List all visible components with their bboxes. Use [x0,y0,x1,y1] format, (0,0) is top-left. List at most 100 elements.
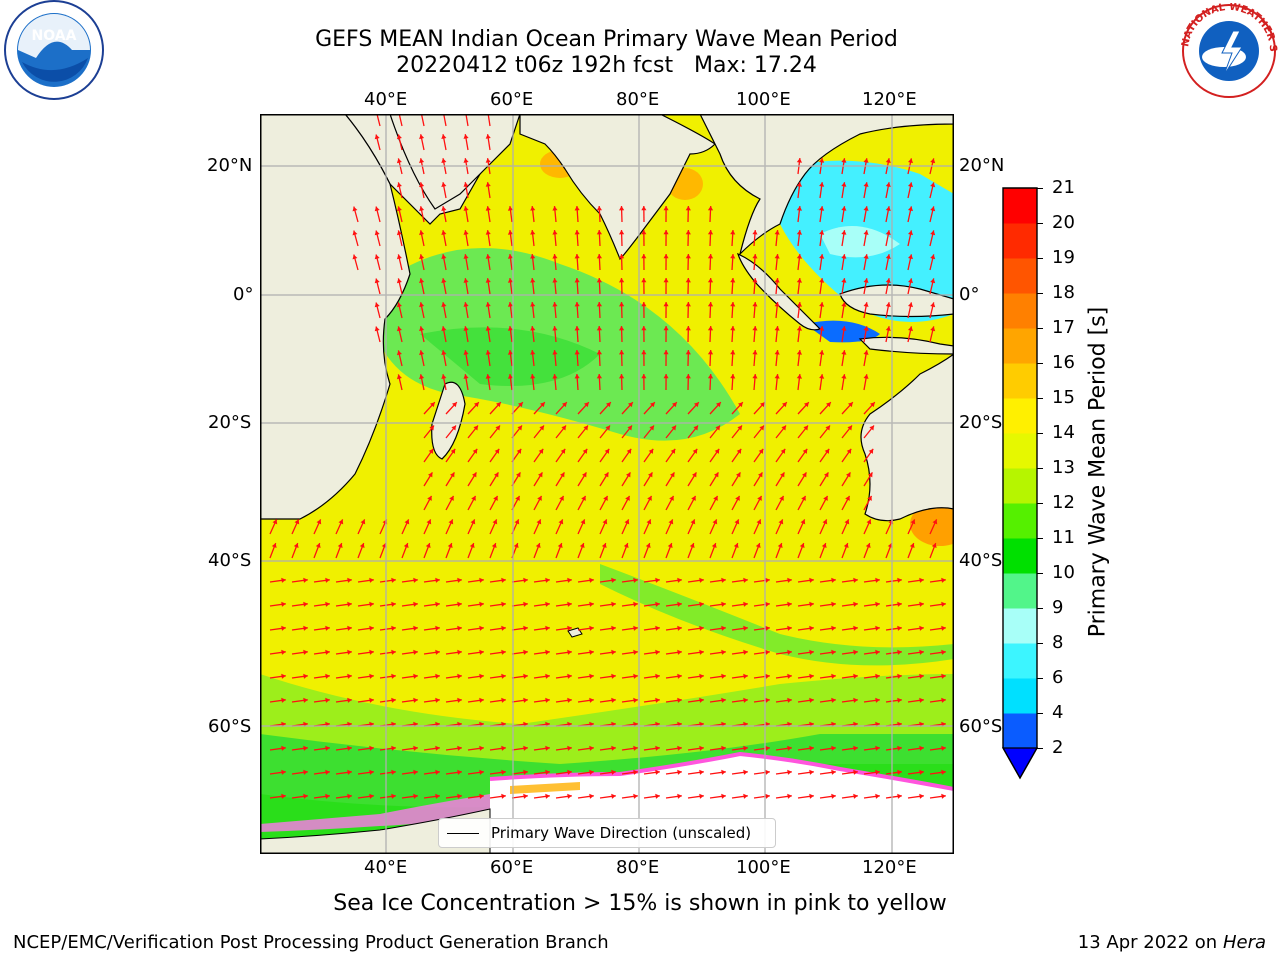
wave-arrow-head [435,649,440,655]
wave-arrow-head [824,472,829,478]
wave-arrow-head [730,302,736,307]
wave-arrow-head [419,158,425,164]
wave-arrow-head [715,425,720,431]
wave-arrow-head [685,374,691,379]
wave-arrow-head [419,374,425,380]
wave-arrow-head [452,402,457,408]
wave-arrow-head [743,697,748,703]
wave-arrow-head [743,577,748,583]
wave-arrow-head [633,625,638,631]
wave-arrow-head [271,543,277,548]
wave-arrow-head [325,745,330,751]
wave-arrow-head [523,673,528,679]
wave-arrow-head [413,793,418,799]
wave-arrow-head [743,601,748,607]
wave-arrow-head [473,425,478,431]
wave-arrow-head [369,769,374,775]
wave-arrow-head [374,206,380,212]
wave-arrow-head [450,448,456,454]
wave-arrow-head [281,649,286,655]
wave-arrow-head [863,302,869,307]
wave-arrow-head [451,425,456,431]
wave-arrow-head [931,543,937,548]
wave-arrow-head [908,230,913,236]
wave-arrow-head [778,519,784,525]
wave-arrow-head [685,254,691,259]
wave-arrow-head [699,673,704,679]
lon-label-bottom-120e: 120°E [862,857,917,878]
wave-arrow-head [787,577,792,583]
wave-arrow-head [908,206,913,212]
wave-arrow-head [831,697,836,703]
wave-arrow-head [325,601,330,607]
wave-arrow-head [596,302,602,307]
wave-arrow-head [463,134,469,139]
map-panel [260,114,954,854]
wave-arrow-head [774,350,780,355]
wave-arrow-head [485,254,491,259]
wave-arrow-head [589,745,594,751]
wave-arrow-head [875,601,880,607]
wave-arrow-head [787,601,792,607]
wave-arrow-head [897,745,902,751]
colorbar-tick-mark [1037,188,1043,189]
map-legend: Primary Wave Direction (unscaled) [438,818,776,848]
wave-arrow-head [485,206,491,211]
wave-arrow-head [690,519,696,525]
wave-arrow-head [457,745,462,751]
wave-arrow-head [774,302,780,307]
wave-arrow-head [507,278,513,283]
colorbar-tick-label: 12 [1052,492,1075,513]
wave-arrow-head [721,697,726,703]
colorbar-label: Primary Wave Mean Period [s] [1085,306,1111,638]
wave-arrow-head [492,519,498,525]
colorbar-tick-label: 10 [1052,562,1075,583]
lon-label-bottom-80e: 80°E [616,857,660,878]
colorbar-tick-label: 13 [1052,457,1075,478]
wave-arrow-head [391,697,396,703]
wave-arrow-head [755,543,761,548]
wave-arrow-head [619,206,625,211]
legend-line-swatch [447,832,479,834]
wave-arrow-head [325,577,330,583]
wave-arrow-head [516,472,521,478]
wave-arrow-head [800,519,806,525]
wave-arrow-head [347,625,352,631]
wave-arrow-head [293,543,299,548]
wave-arrow-head [736,448,742,454]
wave-arrow-head [325,769,330,775]
wave-arrow-head [677,625,682,631]
lon-label-top-100e: 100°E [736,89,791,110]
wave-direction-arrows [269,114,946,799]
wave-arrow-head [413,697,418,703]
wave-arrow-head [885,302,891,307]
wave-arrow-head [391,769,396,775]
wave-arrow-head [396,230,402,236]
wave-arrow-head [863,326,869,331]
wave-arrow-head [294,519,300,525]
wave-arrow-head [601,543,607,548]
wave-arrow-head [716,402,721,408]
colorbar-tick-mark [1037,678,1043,679]
wave-arrow-head [584,402,589,408]
wave-arrow-head [347,577,352,583]
wave-arrow-head [501,697,506,703]
wave-arrow-head [831,601,836,607]
wave-arrow-head [841,302,847,307]
wave-arrow-head [501,649,506,655]
wave-arrow-head [863,278,869,283]
wave-arrow-head [606,402,611,408]
colorbar-segment [1003,258,1037,294]
colorbar-tick-label: 19 [1052,247,1075,268]
wave-arrow-head [523,625,528,631]
wave-arrow-head [574,350,580,355]
wave-arrow-head [523,601,528,607]
wave-arrow-head [469,543,475,548]
wave-arrow-head [539,425,544,431]
wave-arrow-head [472,472,477,478]
wave-arrow-head [538,472,543,478]
wave-arrow-head [501,601,506,607]
wave-arrow-head [819,230,825,235]
wave-arrow-head [574,278,580,283]
wave-arrow-head [908,278,913,284]
